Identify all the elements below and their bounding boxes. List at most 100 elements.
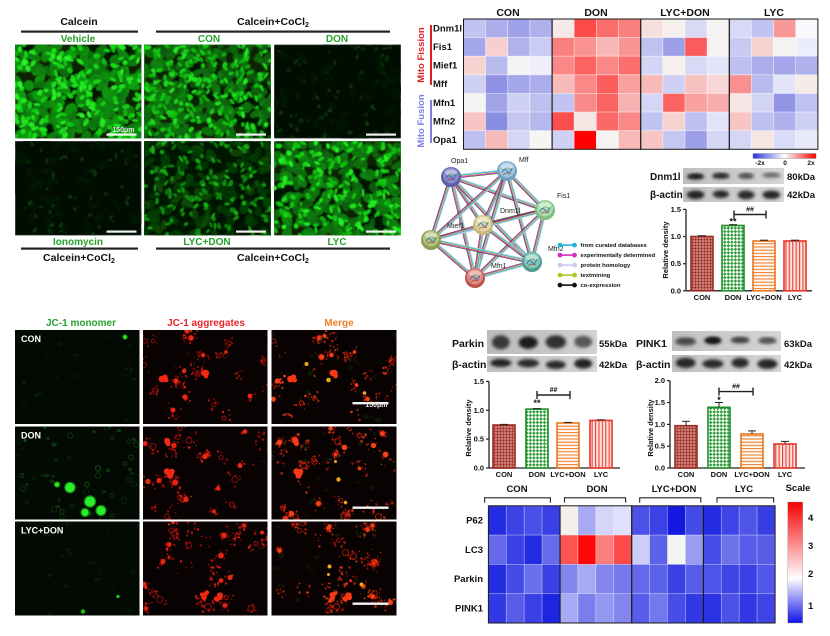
svg-text:Calcein: Calcein	[60, 16, 97, 28]
svg-text:CON: CON	[678, 470, 695, 479]
svg-text:150μm: 150μm	[112, 127, 134, 134]
svg-text:Mfn2: Mfn2	[433, 116, 455, 127]
svg-text:Scale: Scale	[786, 483, 811, 494]
svg-text:co-expression: co-expression	[581, 283, 621, 289]
svg-text:3: 3	[808, 541, 813, 552]
svg-text:1.0: 1.0	[655, 420, 665, 429]
svg-text:DON: DON	[711, 470, 728, 479]
svg-text:protein homology: protein homology	[581, 263, 631, 269]
svg-text:Relative density: Relative density	[646, 399, 655, 457]
svg-text:##: ##	[746, 207, 754, 214]
svg-text:Mff: Mff	[433, 79, 448, 90]
svg-text:0.0: 0.0	[655, 464, 665, 473]
svg-text:CON: CON	[694, 293, 711, 302]
svg-text:LYC+DON: LYC+DON	[652, 484, 697, 495]
svg-text:CON: CON	[496, 470, 513, 479]
svg-text:Dnm1l: Dnm1l	[433, 23, 462, 34]
svg-text:PINK1: PINK1	[636, 338, 667, 350]
svg-text:Ionomycin: Ionomycin	[53, 237, 103, 248]
svg-text:CON: CON	[496, 7, 519, 19]
svg-text:LYC: LYC	[788, 293, 803, 302]
svg-text:CON: CON	[198, 34, 220, 45]
svg-text:Fis1: Fis1	[433, 42, 453, 53]
svg-text:1.5: 1.5	[474, 377, 484, 386]
svg-text:42kDa: 42kDa	[784, 360, 813, 371]
svg-text:from curated databases: from curated databases	[581, 243, 648, 249]
svg-text:β-actin: β-actin	[650, 190, 683, 201]
svg-text:LYC+DON: LYC+DON	[21, 526, 63, 536]
svg-text:Relative density: Relative density	[464, 399, 473, 457]
svg-text:CON: CON	[506, 484, 527, 495]
svg-text:63kDa: 63kDa	[784, 339, 813, 350]
svg-text:Calcein+CoCl2: Calcein+CoCl2	[237, 16, 309, 29]
svg-text:β-actin: β-actin	[636, 359, 670, 371]
svg-text:1.0: 1.0	[474, 406, 484, 415]
svg-text:Vehicle: Vehicle	[61, 34, 96, 45]
svg-text:LYC+DON: LYC+DON	[734, 470, 769, 479]
svg-text:-2x: -2x	[755, 160, 765, 167]
svg-text:LYC+DON: LYC+DON	[746, 293, 781, 302]
svg-text:**: **	[533, 398, 541, 408]
svg-text:Mfn2: Mfn2	[548, 246, 564, 253]
svg-text:LYC+DON: LYC+DON	[550, 470, 585, 479]
svg-text:0.5: 0.5	[474, 435, 484, 444]
svg-text:2: 2	[808, 569, 813, 580]
svg-text:Mff: Mff	[519, 157, 529, 164]
svg-text:55kDa: 55kDa	[599, 339, 628, 350]
svg-text:Merge: Merge	[324, 318, 354, 329]
svg-text:##: ##	[550, 387, 558, 394]
svg-text:LYC: LYC	[735, 484, 753, 495]
svg-text:0.5: 0.5	[655, 442, 665, 451]
svg-text:0.0: 0.0	[671, 286, 681, 295]
svg-text:experimentally determined: experimentally determined	[581, 253, 656, 259]
svg-text:2.0: 2.0	[655, 376, 665, 385]
svg-text:LYC: LYC	[327, 237, 346, 248]
svg-text:Dnm1l: Dnm1l	[500, 208, 521, 215]
svg-text:4: 4	[808, 513, 814, 524]
svg-text:Mito Fusion: Mito Fusion	[416, 94, 427, 147]
svg-text:42kDa: 42kDa	[787, 190, 816, 201]
svg-text:0.0: 0.0	[474, 464, 484, 473]
svg-text:1: 1	[808, 601, 814, 612]
svg-text:Relative density: Relative density	[661, 221, 670, 279]
svg-text:LC3: LC3	[465, 545, 483, 556]
svg-text:DON: DON	[326, 34, 348, 45]
svg-text:Calcein+CoCl2: Calcein+CoCl2	[237, 252, 309, 265]
svg-text:textmining: textmining	[581, 273, 611, 279]
svg-text:LYC+DON: LYC+DON	[183, 237, 230, 248]
svg-text:80kDa: 80kDa	[787, 172, 816, 183]
svg-text:##: ##	[732, 384, 740, 391]
svg-text:Parkin: Parkin	[452, 338, 484, 350]
svg-text:LYC: LYC	[764, 7, 784, 19]
svg-text:Parkin: Parkin	[454, 574, 483, 585]
svg-text:PINK1: PINK1	[455, 603, 484, 614]
svg-text:β-actin: β-actin	[452, 359, 486, 371]
svg-text:Mief1: Mief1	[447, 223, 464, 230]
svg-text:Calcein+CoCl2: Calcein+CoCl2	[43, 252, 115, 265]
svg-text:Mito Fission: Mito Fission	[416, 27, 427, 83]
svg-text:1.5: 1.5	[671, 205, 681, 214]
svg-text:Mfn1: Mfn1	[433, 98, 456, 109]
svg-text:LYC: LYC	[778, 470, 793, 479]
svg-text:Mief1: Mief1	[433, 61, 458, 72]
svg-text:**: **	[729, 217, 737, 227]
svg-text:0: 0	[783, 160, 787, 167]
svg-text:2x: 2x	[807, 160, 815, 167]
svg-text:1.0: 1.0	[671, 232, 681, 241]
svg-text:150μm: 150μm	[365, 402, 387, 409]
svg-text:CON: CON	[21, 334, 41, 344]
svg-text:Opa1: Opa1	[433, 135, 457, 146]
svg-text:JC-1 aggregates: JC-1 aggregates	[167, 318, 245, 329]
svg-text:DON: DON	[586, 484, 607, 495]
svg-text:Opa1: Opa1	[451, 158, 468, 165]
svg-text:P62: P62	[466, 515, 483, 526]
svg-text:LYC: LYC	[594, 470, 609, 479]
svg-text:Dnm1l: Dnm1l	[650, 172, 681, 183]
svg-text:DON: DON	[21, 431, 41, 441]
svg-text:0.5: 0.5	[671, 259, 681, 268]
svg-text:DON: DON	[584, 7, 607, 19]
svg-text:1.5: 1.5	[655, 398, 665, 407]
svg-text:Fis1: Fis1	[557, 193, 570, 200]
svg-text:DON: DON	[725, 293, 742, 302]
svg-text:JC-1 monomer: JC-1 monomer	[46, 318, 116, 329]
